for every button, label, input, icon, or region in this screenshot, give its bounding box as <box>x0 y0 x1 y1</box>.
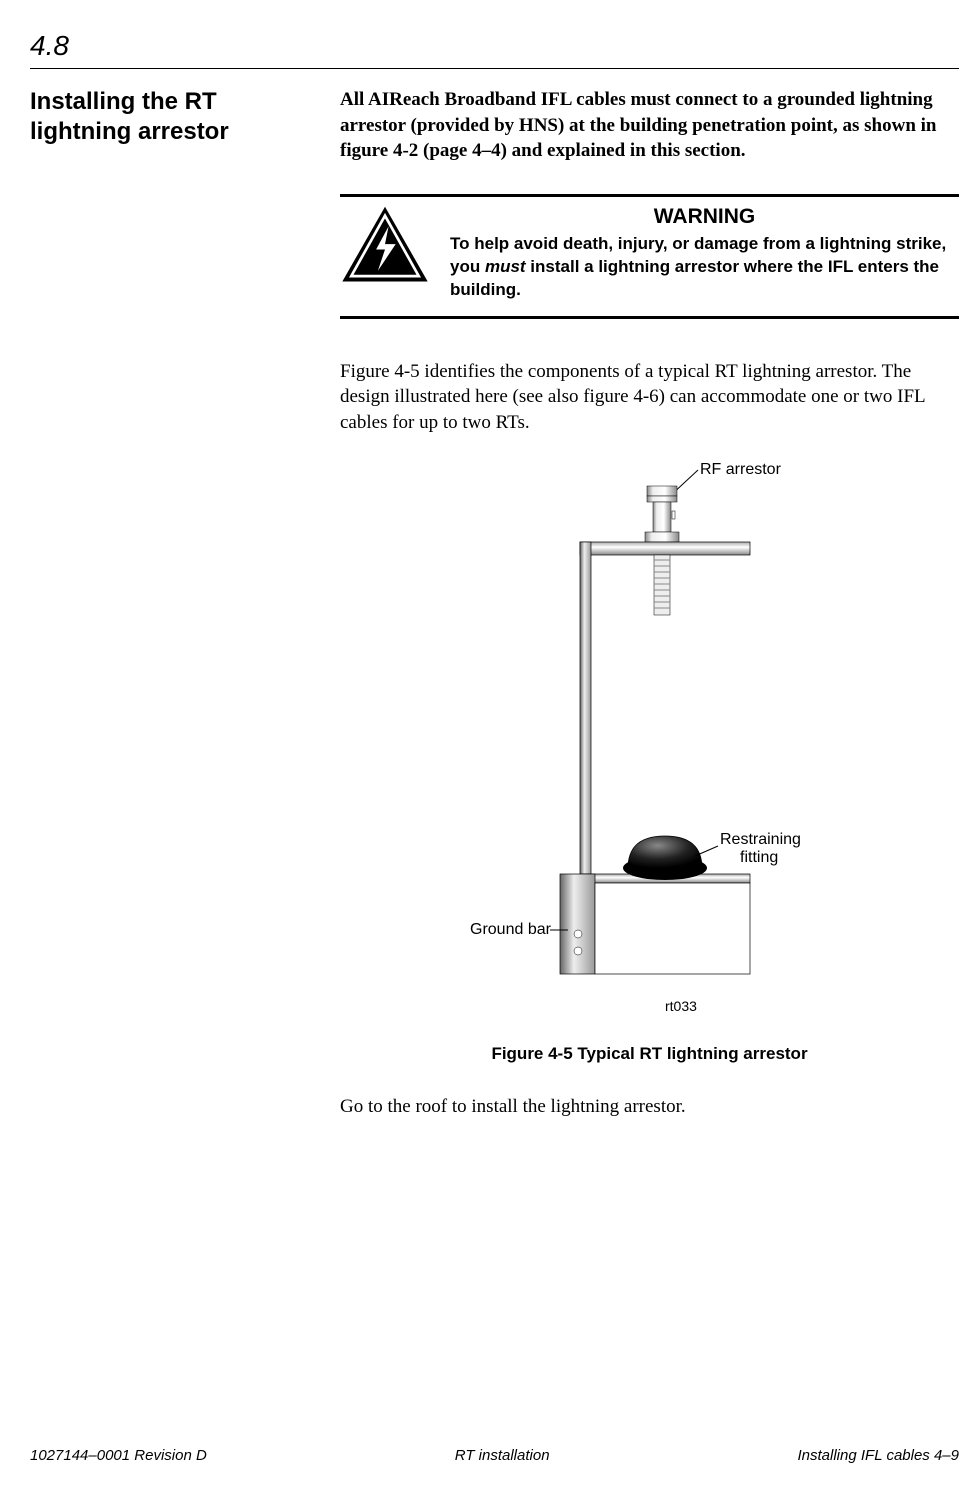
threaded-bolt <box>654 555 670 615</box>
section-number: 4.8 <box>30 30 959 62</box>
rf-arrestor-part <box>645 486 679 542</box>
figure-block: RF arrestor <box>340 456 959 1064</box>
rf-arrestor-label: RF arrestor <box>700 461 782 478</box>
vertical-bracket <box>580 542 591 874</box>
page-footer: 1027144–0001 Revision D RT installation … <box>30 1447 959 1464</box>
section-title: Installing the RT lightning arrestor <box>30 87 310 147</box>
restraining-fitting-part <box>623 836 707 880</box>
warning-body: To help avoid death, injury, or damage f… <box>450 233 959 302</box>
top-rule <box>30 68 959 69</box>
footer-left: 1027144–0001 Revision D <box>30 1447 207 1464</box>
section-title-line2: lightning arrestor <box>30 118 229 145</box>
figure-caption: Figure 4-5 Typical RT lightning arrestor <box>340 1044 959 1064</box>
ground-bar-label: Ground bar <box>470 921 552 938</box>
body-paragraph-2: Go to the roof to install the lightning … <box>340 1094 959 1120</box>
warning-heading: WARNING <box>450 205 959 229</box>
restraining-label-l2: fitting <box>740 849 778 866</box>
warning-box: WARNING To help avoid death, injury, or … <box>340 194 959 319</box>
body-paragraph-1: Figure 4-5 identifies the components of … <box>340 359 959 436</box>
top-bracket <box>580 542 750 555</box>
lightning-arrestor-diagram: RF arrestor <box>420 456 880 1026</box>
electrical-hazard-icon <box>340 205 430 285</box>
warning-body-em: must <box>485 257 526 276</box>
restraining-label-l1: Restraining <box>720 831 801 848</box>
section-title-line1: Installing the RT <box>30 88 217 115</box>
ground-bar-part <box>560 874 750 974</box>
figure-id: rt033 <box>665 998 697 1014</box>
footer-center: RT installation <box>455 1447 550 1464</box>
footer-right: Installing IFL cables 4–9 <box>798 1447 960 1464</box>
intro-paragraph: All AIReach Broadband IFL cables must co… <box>340 87 959 164</box>
